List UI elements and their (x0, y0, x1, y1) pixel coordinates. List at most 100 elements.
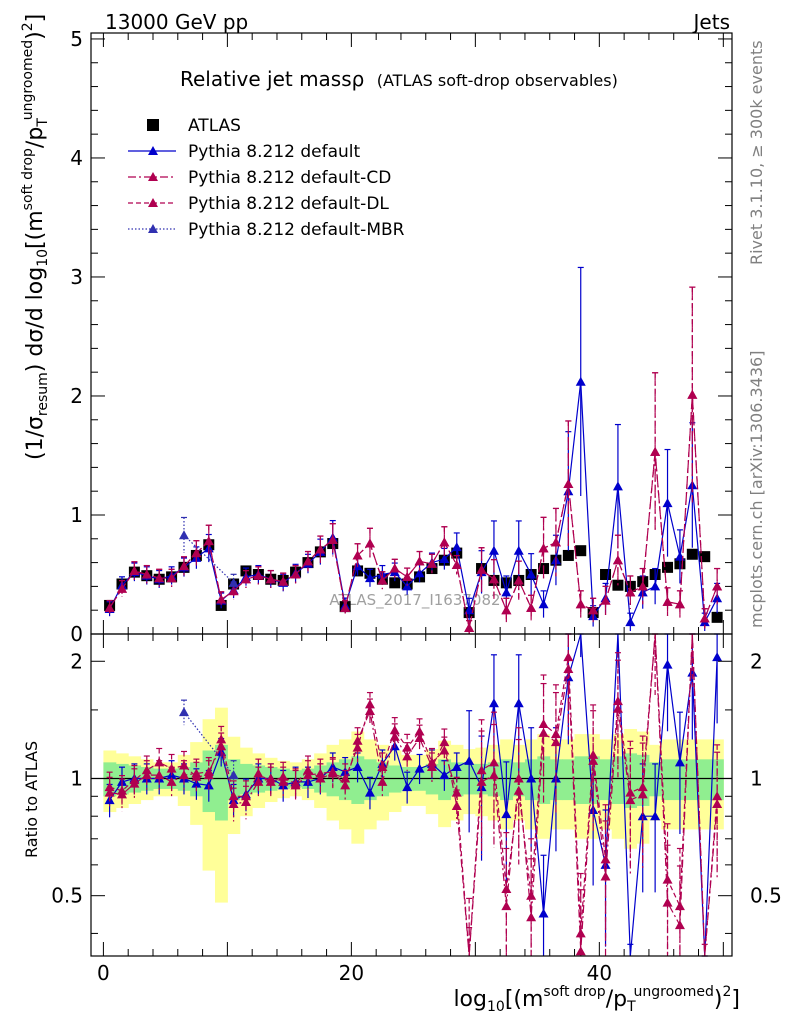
ratio-mc-point (178, 760, 189, 770)
ratio-panel: 0.5 0.51 12 20 20 40 Ratio to ATLAS log10[(ms… (22, 633, 782, 1015)
legend-entry-label: Pythia 8.212 default-MBR (188, 220, 405, 240)
main-mc-point (253, 570, 264, 580)
main-mc-point (662, 498, 673, 508)
header-left: 13000 GeV pp (105, 10, 248, 34)
ratio-mc-point (476, 765, 487, 775)
main-mc-point (116, 583, 127, 593)
main-mc-point (191, 548, 202, 558)
ratio-mc-point (451, 762, 462, 772)
ratio-mc-point (327, 762, 338, 772)
ratio-mc-point (476, 776, 487, 786)
ratio-mc-point (364, 787, 375, 797)
ratio-mc-point (426, 757, 437, 767)
main-mc-point (687, 389, 698, 399)
watermark: ATLAS_2017_I1637082 (329, 591, 500, 610)
mcplots-label: mcplots.cern.ch [arXiv:1306.3436] (747, 351, 766, 628)
ratio-mc-point (637, 782, 648, 792)
main-mc-point (637, 581, 648, 591)
main-mc-point (501, 587, 512, 597)
main-mc-point (575, 376, 586, 386)
ratio-mc-point (550, 729, 561, 739)
ratio-mc-point (265, 776, 276, 786)
ratio-mc-point (178, 770, 189, 780)
ratio-uncertainty-inner (686, 759, 700, 801)
main-series-line (109, 394, 718, 629)
main-mc-point (228, 577, 239, 587)
ratio-mc-point (513, 698, 524, 708)
ratio-mc-point (488, 757, 499, 767)
ratio-mc-point (687, 667, 698, 677)
ratio-mc-point (650, 811, 661, 821)
ratio-mc-point (526, 912, 537, 922)
x-tick-label: 40 (587, 961, 612, 985)
ratio-mc-point (364, 699, 375, 709)
main-mc-point (451, 559, 462, 569)
ratio-mc-point (538, 719, 549, 729)
main-mc-point (612, 555, 623, 565)
ratio-uncertainty-inner (562, 759, 576, 801)
main-mc-point (278, 576, 289, 586)
ratio-y-tick-label-right: 1 (750, 766, 763, 790)
ratio-mc-point (216, 734, 227, 744)
legend-entry-label: Pythia 8.212 default-DL (188, 194, 389, 214)
atlas-data-point (699, 551, 711, 563)
main-mc-point (129, 565, 140, 575)
chart-title-sub: (ATLAS soft-drop observables) (377, 71, 618, 90)
chart-title-main: Relative jet massρ (180, 67, 364, 91)
ratio-mc-point (228, 791, 239, 801)
main-y-tick-label: 1 (70, 503, 83, 527)
legend-marker-atlas (147, 119, 159, 131)
main-mc-point (315, 544, 326, 554)
ratio-mc-point (501, 809, 512, 819)
ratio-mc-point (352, 735, 363, 745)
main-mc-point (513, 575, 524, 585)
main-mc-point (600, 595, 611, 605)
ratio-mc-point (526, 773, 537, 783)
legend-marker (148, 198, 158, 207)
ratio-mc-point (513, 785, 524, 795)
main-mc-point (625, 587, 636, 597)
main-mc-point (364, 573, 375, 583)
ratio-mc-point (538, 908, 549, 918)
legend-marker (148, 146, 158, 155)
main-mc-point (662, 596, 673, 606)
ratio-uncertainty-inner (574, 756, 588, 804)
ratio-mc-point (228, 798, 239, 808)
ratio-mc-point (588, 749, 599, 759)
main-mc-point (426, 558, 437, 568)
main-mc-point (538, 543, 549, 553)
ratio-mc-point (253, 768, 264, 778)
ratio-mc-point (662, 874, 673, 884)
main-mc-point (464, 605, 475, 615)
ratio-mc-point (625, 787, 636, 797)
ratio-y-tick-label: 2 (70, 649, 83, 673)
ratio-mc-point (575, 946, 586, 956)
ratio-uncertainty-inner (661, 759, 675, 801)
main-mc-point (290, 569, 301, 579)
main-mc-point (712, 581, 723, 591)
main-mc-point (327, 534, 338, 544)
main-mc-point (650, 446, 661, 456)
main-mc-point (104, 602, 115, 612)
ratio-mc-point (488, 770, 499, 780)
main-mc-point (265, 574, 276, 584)
ratio-mc-point (203, 770, 214, 780)
main-mc-point (340, 602, 351, 612)
ratio-y-label: Ratio to ATLAS (22, 741, 41, 858)
main-mc-point (538, 599, 549, 609)
chart-title: Relative jet massρ (ATLAS soft-drop obse… (180, 67, 618, 91)
x-axis-label: log10[(msoft drop/pTungroomed)2] (453, 984, 740, 1015)
ratio-mc-point (612, 696, 623, 706)
main-mc-point (575, 599, 586, 609)
atlas-data-point (562, 549, 574, 561)
main-mc-point (513, 545, 524, 555)
main-mc-point (563, 479, 574, 489)
main-mc-point (650, 581, 661, 591)
main-y-tick-label: 5 (70, 27, 83, 51)
ratio-mc-point (141, 765, 152, 775)
ratio-mc-point (600, 871, 611, 881)
main-y-tick-label: 2 (70, 384, 83, 408)
ratio-mc-point (439, 770, 450, 780)
ratio-mc-point (637, 811, 648, 821)
main-panel: ATLAS_2017_I1637082 0 1 2 3 4 5 Relative jet … (20, 14, 733, 646)
